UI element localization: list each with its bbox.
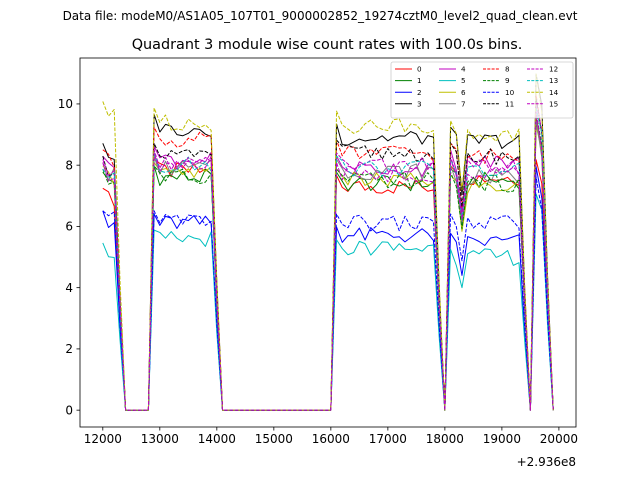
legend-label-15: 15 [549,99,558,108]
series-line-8 [102,94,554,411]
legend-label-10: 10 [505,88,515,97]
y-tick-label-6: 6 [65,220,73,234]
legend-label-11: 11 [505,99,514,108]
legend-label-3: 3 [417,99,422,108]
x-tick-label-14000: 14000 [198,432,236,446]
legend-label-13: 13 [549,76,558,85]
series-line-15 [102,111,554,411]
legend-label-9: 9 [505,76,510,85]
legend-label-8: 8 [505,65,510,74]
y-tick-label-4: 4 [65,281,73,295]
x-tick-label-20000: 20000 [540,432,578,446]
x-axis-offset-text: +2.936e8 [517,455,576,469]
x-tick-label-17000: 17000 [369,432,407,446]
x-tick-label-18000: 18000 [426,432,464,446]
legend-label-7: 7 [461,99,466,108]
y-tick-label-8: 8 [65,158,73,172]
y-tick-label-0: 0 [65,403,73,417]
legend-label-5: 5 [461,76,466,85]
axis-ticks: 12000 13000 14000 15000 16000 17000 18000 19000… [58,97,578,446]
y-tick-label-10: 10 [58,97,73,111]
figure-suptitle: Data file: modeM0/AS1A05_107T01_90000028… [63,9,578,23]
x-tick-label-19000: 19000 [483,432,521,446]
legend-label-2: 2 [417,88,422,97]
x-tick-label-15000: 15000 [255,432,293,446]
legend-label-12: 12 [549,65,558,74]
x-tick-label-12000: 12000 [84,432,122,446]
x-tick-label-13000: 13000 [141,432,179,446]
legend-label-4: 4 [461,65,466,74]
x-tick-label-16000: 16000 [312,432,350,446]
legend-label-6: 6 [461,88,466,97]
axes-frame [79,57,577,428]
legend-label-14: 14 [549,88,559,97]
legend-label-0: 0 [417,65,422,74]
chart-title: Quadrant 3 module wise count rates with … [132,37,523,53]
series-lines [102,73,554,411]
legend-label-1: 1 [417,76,422,85]
series-line-13 [102,107,554,411]
series-line-9 [102,111,554,411]
plot-area [79,57,577,428]
y-tick-label-2: 2 [65,342,73,356]
